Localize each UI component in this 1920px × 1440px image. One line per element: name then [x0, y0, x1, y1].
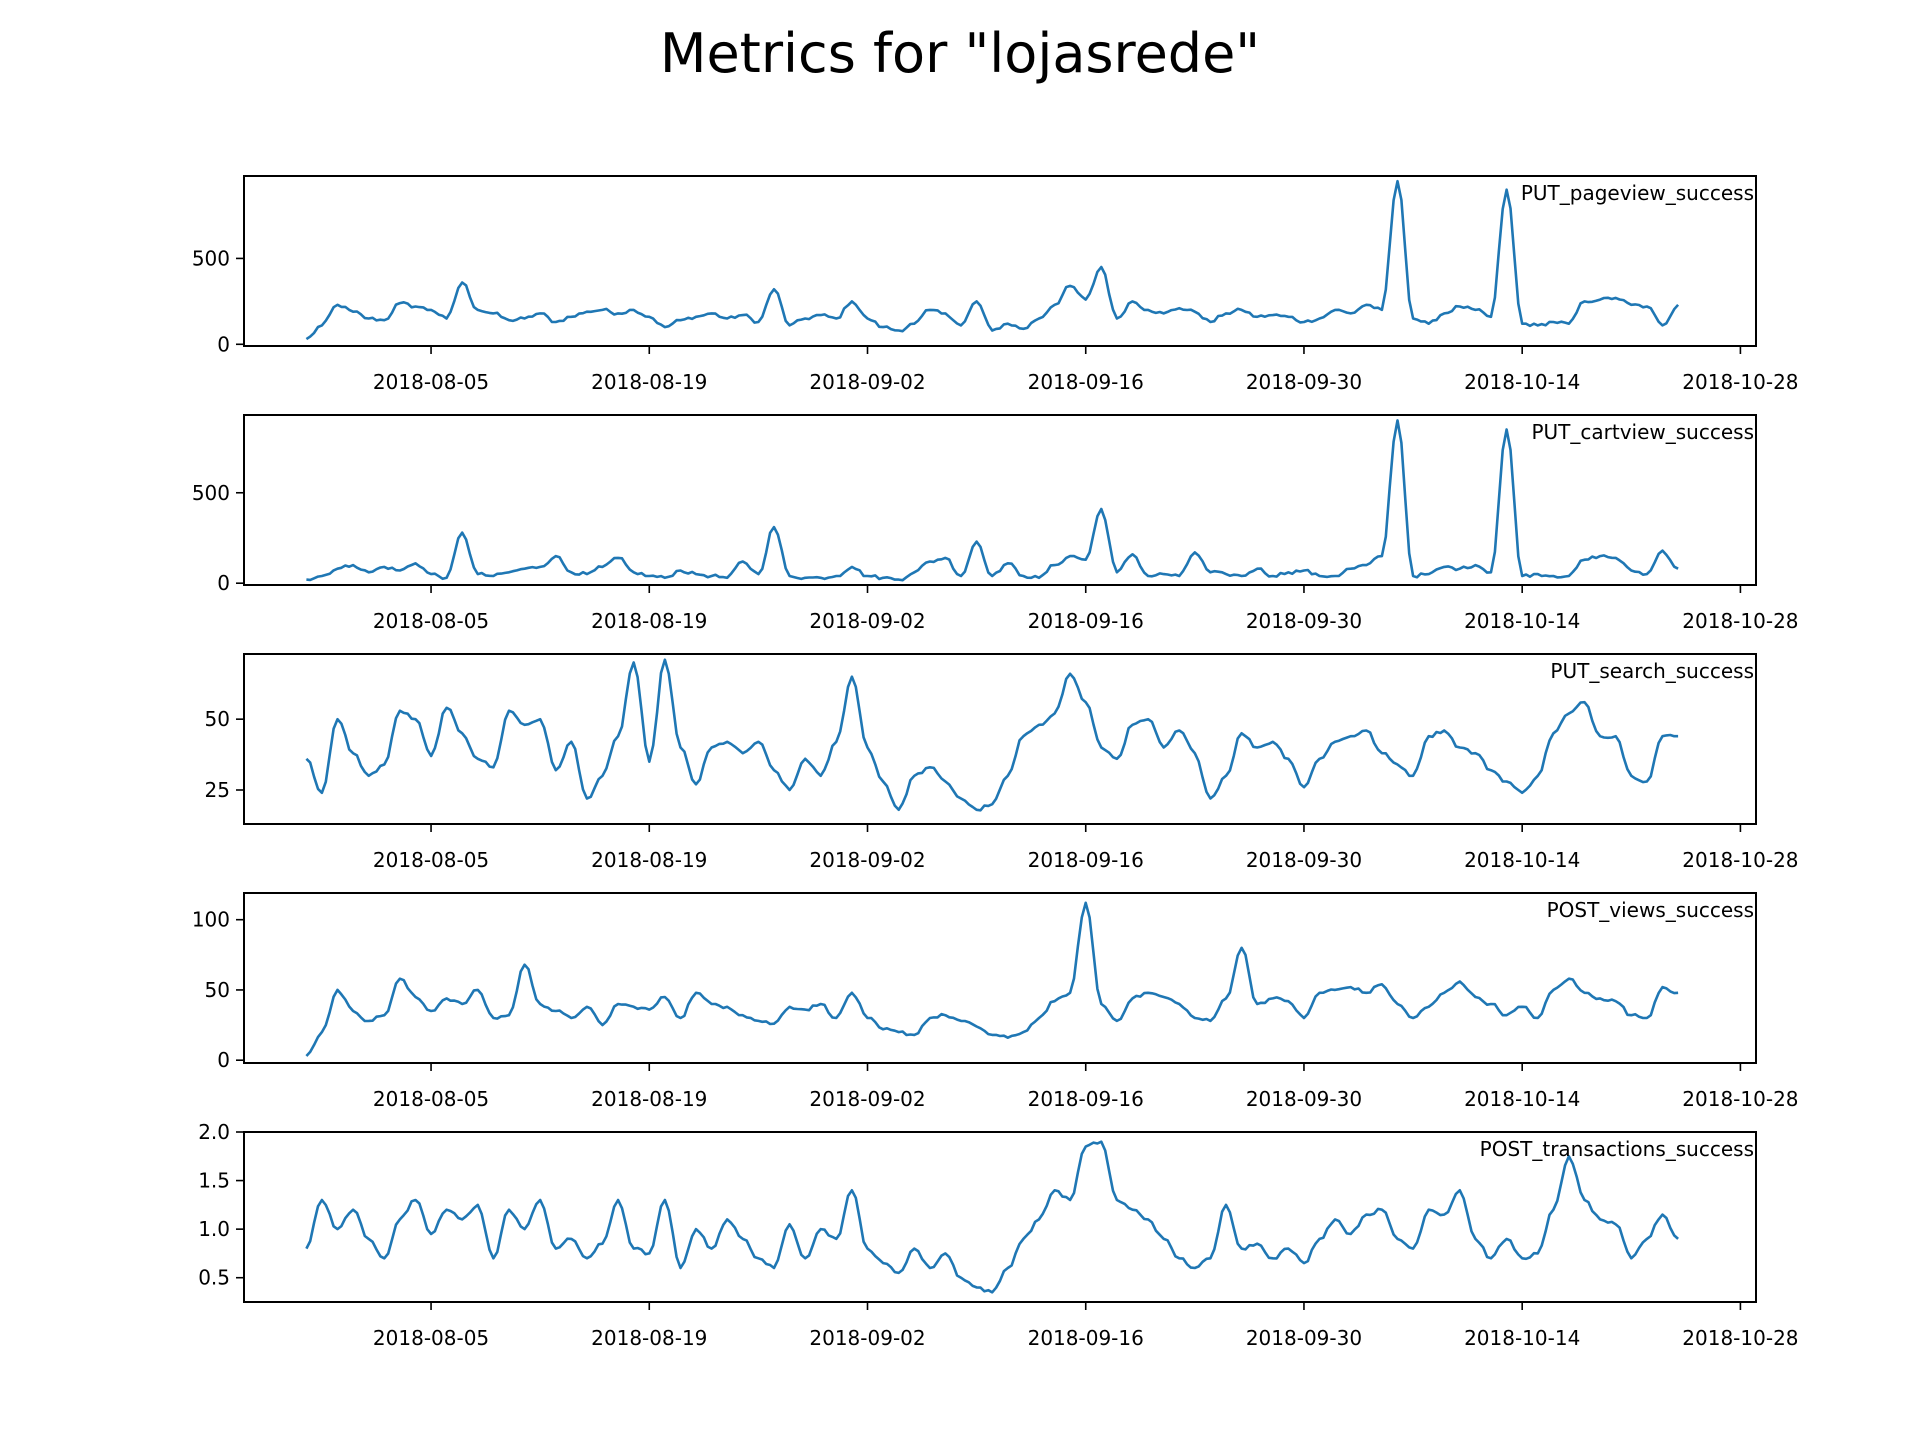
x-tick-label: 2018-09-16	[1028, 848, 1144, 872]
y-tick-label: 50	[205, 978, 230, 1002]
y-tick-label: 25	[205, 778, 230, 802]
series-line	[306, 419, 1679, 582]
x-tick-label: 2018-10-28	[1682, 848, 1798, 872]
figure-title: Metrics for "lojasrede"	[659, 22, 1261, 85]
subplot-title: PUT_pageview_success	[1521, 181, 1754, 205]
x-tick-label: 2018-09-02	[809, 1326, 925, 1350]
y-tick-label: 1.5	[198, 1169, 230, 1193]
x-tick-label: 2018-09-30	[1246, 1326, 1362, 1350]
x-tick-label: 2018-09-30	[1246, 848, 1362, 872]
x-tick-label: 2018-10-14	[1464, 1087, 1580, 1111]
x-tick-label: 2018-10-28	[1682, 370, 1798, 394]
y-tick-label: 100	[192, 908, 230, 932]
x-tick-label: 2018-08-05	[373, 1326, 489, 1350]
x-tick-label: 2018-10-14	[1464, 370, 1580, 394]
x-tick-label: 2018-08-19	[591, 370, 707, 394]
subplot-title: POST_views_success	[1547, 898, 1754, 922]
x-tick-label: 2018-09-30	[1246, 1087, 1362, 1111]
x-tick-label: 2018-10-14	[1464, 1326, 1580, 1350]
x-tick-label: 2018-09-30	[1246, 609, 1362, 633]
series-line	[305, 179, 1680, 341]
x-tick-label: 2018-08-05	[373, 609, 489, 633]
series-line	[305, 658, 1679, 812]
y-tick-label: 1.0	[198, 1217, 230, 1241]
x-tick-label: 2018-10-28	[1682, 609, 1798, 633]
x-tick-label: 2018-10-28	[1682, 1326, 1798, 1350]
x-tick-label: 2018-10-28	[1682, 1087, 1798, 1111]
axes-frame	[243, 175, 1757, 347]
x-tick-label: 2018-08-05	[373, 370, 489, 394]
x-tick-label: 2018-09-30	[1246, 370, 1362, 394]
x-tick-label: 2018-09-16	[1028, 1326, 1144, 1350]
axes-frame	[243, 1131, 1757, 1303]
x-tick-label: 2018-09-02	[809, 370, 925, 394]
x-tick-label: 2018-08-19	[591, 609, 707, 633]
x-tick-label: 2018-09-02	[809, 1087, 925, 1111]
y-tick-label: 0	[217, 1048, 230, 1072]
series-line	[305, 1140, 1679, 1294]
x-tick-label: 2018-09-16	[1028, 370, 1144, 394]
y-tick-label: 500	[192, 246, 230, 270]
y-tick-label: 0.5	[198, 1266, 230, 1290]
x-tick-label: 2018-10-14	[1464, 609, 1580, 633]
x-tick-label: 2018-08-05	[373, 848, 489, 872]
x-tick-label: 2018-09-16	[1028, 609, 1144, 633]
y-tick-label: 2.0	[198, 1120, 230, 1144]
y-tick-label: 500	[192, 481, 230, 505]
axes-frame	[243, 892, 1757, 1064]
y-tick-label: 0	[217, 332, 230, 356]
subplot-title: POST_transactions_success	[1480, 1137, 1754, 1161]
x-tick-label: 2018-10-14	[1464, 848, 1580, 872]
series-line	[305, 901, 1679, 1057]
subplot-3: 25 50 2018-08-05 2018-08-19 2018-09-02 2018-0…	[205, 653, 1799, 872]
axes-frame	[243, 414, 1757, 586]
y-tick-label: 50	[205, 707, 230, 731]
subplot-5: 0.5 1.0 1.5 2.0 2018-08-05 2018-08-19 2018-09-…	[198, 1120, 1798, 1350]
subplot-title: PUT_search_success	[1550, 659, 1754, 683]
x-tick-label: 2018-09-16	[1028, 1087, 1144, 1111]
axes-frame	[243, 653, 1757, 825]
y-tick-label: 0	[217, 571, 230, 595]
subplot-4: 0 50 100 2018-08-05 2018-08-19 2018-09-02 2018…	[192, 892, 1799, 1111]
x-tick-label: 2018-08-05	[373, 1087, 489, 1111]
x-tick-label: 2018-08-19	[591, 1326, 707, 1350]
x-tick-label: 2018-09-02	[809, 609, 925, 633]
subplot-title: PUT_cartview_success	[1531, 420, 1754, 444]
x-tick-label: 2018-08-19	[591, 848, 707, 872]
subplot-1: 0 500 2018-08-05 2018-08-19 2018-09-02 2018-0…	[192, 175, 1799, 394]
x-tick-label: 2018-09-02	[809, 848, 925, 872]
x-tick-label: 2018-08-19	[591, 1087, 707, 1111]
subplot-2: 0 500 2018-08-05 2018-08-19 2018-09-02 2018-0…	[192, 414, 1799, 633]
